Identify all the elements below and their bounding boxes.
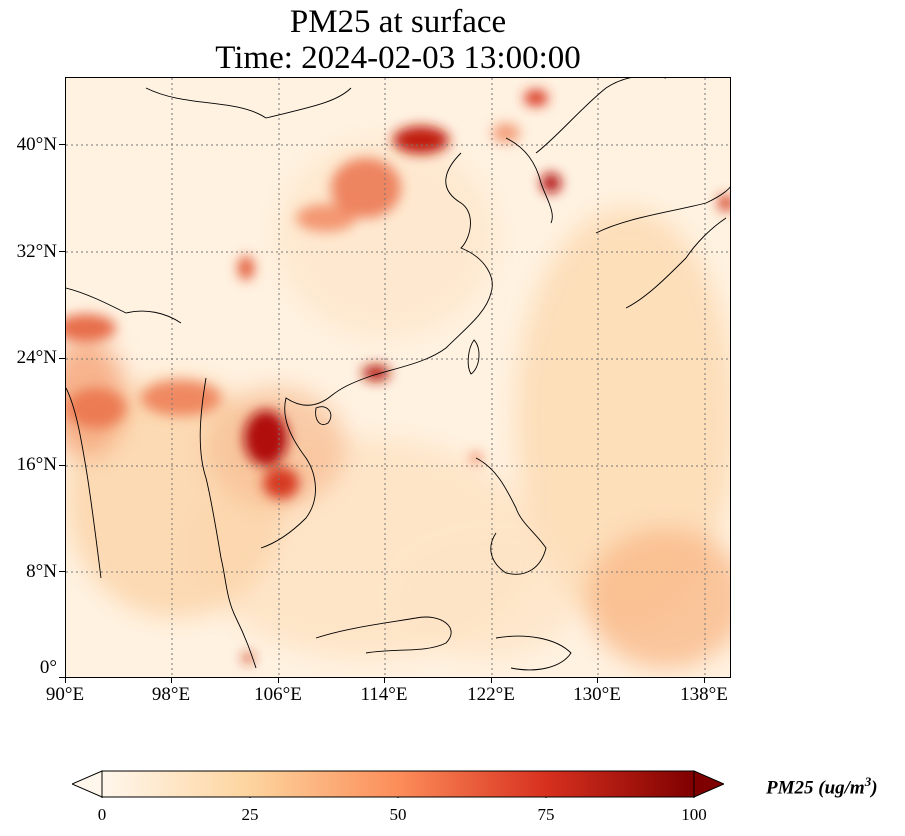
colorbar [72, 770, 724, 798]
lon-tick [491, 678, 492, 683]
lon-tick [65, 678, 66, 683]
lat-tick [59, 571, 65, 572]
lat-label-0: 0° [39, 657, 57, 678]
lat-label-16n: 16°N [16, 454, 57, 475]
pm25-map-svg [66, 78, 730, 677]
colorbar-label-50: 50 [389, 805, 407, 824]
map-title: PM25 at surface [289, 4, 507, 40]
pollution-hotspots [66, 90, 730, 663]
lon-label-130e: 130°E [573, 684, 621, 705]
lat-tick [59, 465, 65, 466]
lat-label-40n: 40°N [16, 134, 57, 155]
lat-label-8n: 8°N [26, 561, 57, 582]
lat-tick [59, 358, 65, 359]
lat-tick [59, 144, 65, 145]
colorbar-gradient [101, 770, 695, 798]
colorbar-max-extend [693, 770, 724, 798]
colorbar-label-25: 25 [241, 805, 259, 824]
lon-tick [171, 678, 172, 683]
colorbar-min-extend [72, 770, 103, 798]
colorbar-label-0: 0 [97, 805, 107, 824]
gridlines [66, 78, 730, 677]
lat-tick [59, 251, 65, 252]
units-close: ) [871, 777, 878, 799]
lat-tick [59, 677, 65, 678]
coastlines [66, 78, 730, 671]
map-panel [65, 77, 731, 678]
lon-label-122e: 122°E [467, 684, 515, 705]
colorbar-units-label: PM25 (ug/m3) [766, 774, 878, 799]
lon-label-98e: 98°E [151, 684, 191, 705]
lat-label-24n: 24°N [16, 347, 57, 368]
lon-label-90e: 90°E [45, 684, 85, 705]
colorbar-label-100: 100 [681, 805, 707, 824]
units-text: PM25 (ug/m [766, 777, 865, 799]
units-superscript: 3 [864, 774, 872, 789]
lon-tick [704, 678, 705, 683]
lon-tick [278, 678, 279, 683]
map-subtitle-time: Time: 2024-02-03 13:00:00 [215, 40, 581, 76]
lon-label-138e: 138°E [680, 684, 728, 705]
lat-label-32n: 32°N [16, 241, 57, 262]
lon-tick [597, 678, 598, 683]
lon-tick [384, 678, 385, 683]
lon-label-106e: 106°E [254, 684, 302, 705]
lon-label-114e: 114°E [360, 684, 408, 705]
colorbar-label-75: 75 [537, 805, 555, 824]
